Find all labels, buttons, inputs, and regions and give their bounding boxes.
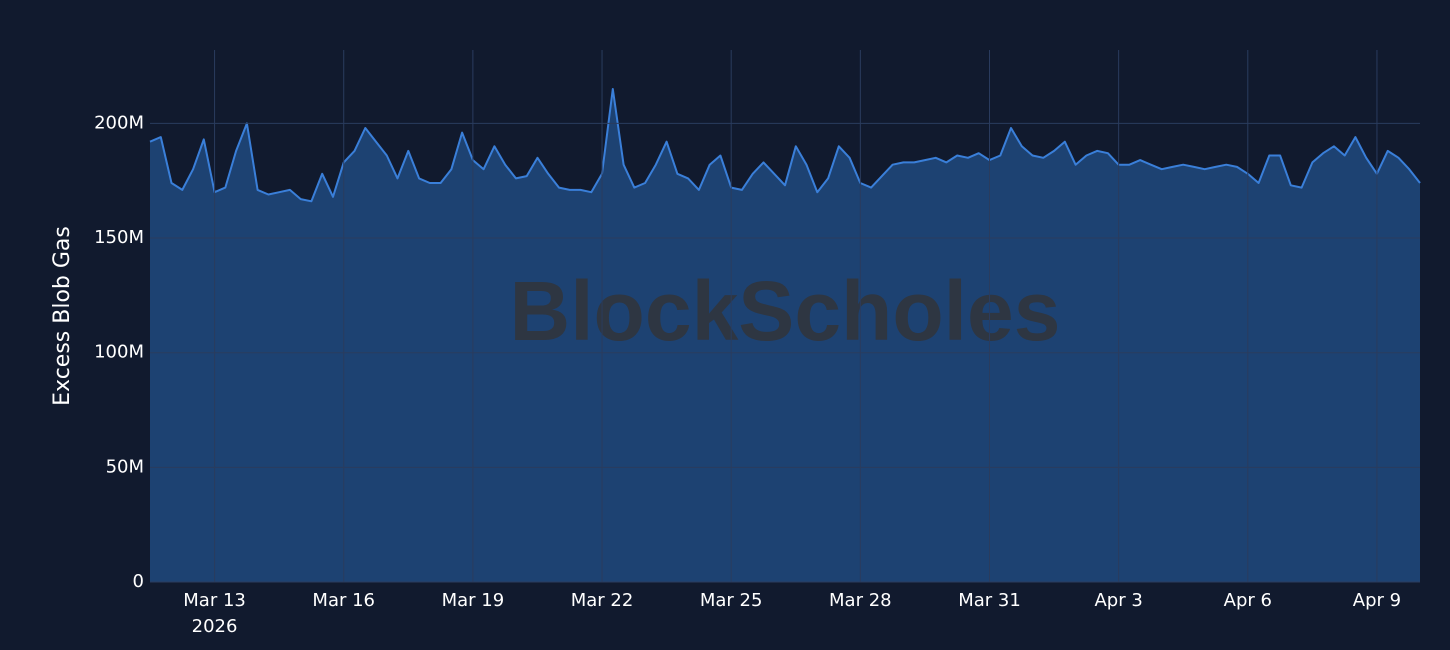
y-tick-label: 200M xyxy=(94,112,144,133)
grid xyxy=(150,50,1420,583)
x-tick-label: Mar 25 xyxy=(700,590,763,611)
labels: 0 50M 100M 150M 200M Mar 13 2026 Mar 16 Mar 19 Ma… xyxy=(94,112,1401,637)
y-tick-label: 150M xyxy=(94,227,144,248)
x-tick-label: Mar 19 xyxy=(442,590,505,611)
area-fill xyxy=(150,89,1420,582)
y-tick-label: 100M xyxy=(94,342,144,363)
x-tick-label: Mar 31 xyxy=(958,590,1021,611)
x-tick-label: Apr 9 xyxy=(1353,590,1401,611)
y-axis-label: Excess Blob Gas xyxy=(50,226,75,406)
plot xyxy=(149,88,1421,582)
x-tick-label: Apr 6 xyxy=(1224,590,1272,611)
y-tick-label: 0 xyxy=(133,571,144,592)
x-tick-label: Mar 13 xyxy=(183,590,246,611)
x-tick-label: Apr 3 xyxy=(1094,590,1142,611)
x-tick-label: Mar 16 xyxy=(312,590,375,611)
x-tick-label: Mar 28 xyxy=(829,590,892,611)
x-tick-label: Mar 22 xyxy=(571,590,634,611)
area-line xyxy=(149,88,1421,203)
watermark: BlockScholes xyxy=(510,264,1061,358)
y-tick-label: 50M xyxy=(106,456,144,477)
x-year-label: 2026 xyxy=(192,616,238,637)
